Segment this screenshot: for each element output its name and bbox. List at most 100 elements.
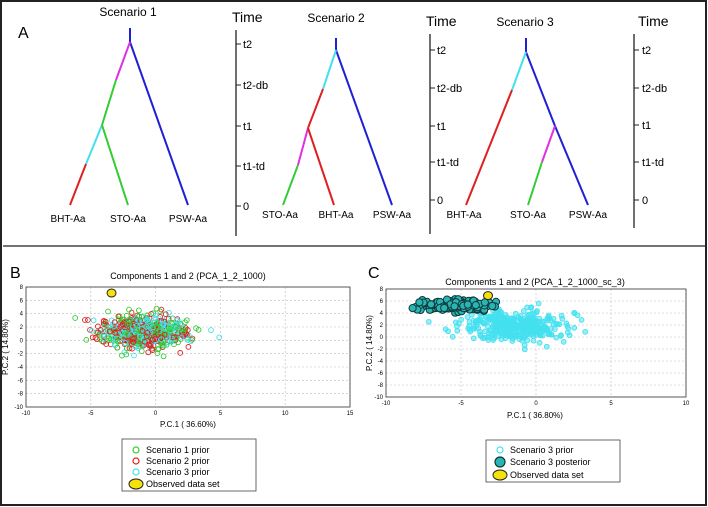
scatter-point (533, 309, 540, 316)
scatter-point (123, 312, 130, 319)
scatter-point (530, 337, 537, 344)
scatter-point (112, 335, 118, 342)
y-tick-label: -8 (18, 392, 24, 398)
scatter-point (160, 342, 166, 349)
scatter-point (154, 320, 161, 327)
x-tick-label: -5 (88, 411, 94, 417)
x-tick-label: -10 (22, 411, 31, 417)
tree-3-branch-sto (527, 161, 543, 206)
time-axis-2-tick-label: t2 (437, 45, 446, 57)
scatter-point (163, 341, 170, 348)
scatter-point (111, 319, 118, 326)
scatter-point (582, 328, 589, 335)
chart-c-legend-marker-1 (496, 446, 504, 454)
scatter-point (143, 317, 150, 324)
scatter-point (160, 321, 167, 327)
scatter-point (535, 300, 542, 307)
tree-1-branch-green-upper (101, 79, 117, 126)
scatter-point (144, 330, 151, 336)
tree-3-branch-psw (554, 125, 589, 206)
x-tick-label: -5 (458, 401, 464, 407)
panel-label-a: A (18, 25, 29, 42)
tree-scenario-1: Scenario 1 BHT-Aa STO-Aa PSW-Aa (50, 5, 207, 225)
y-tick-label: 2 (380, 323, 384, 329)
scatter-point (449, 333, 456, 340)
scatter-point (208, 327, 214, 333)
tree-1-branch-sto (101, 124, 129, 206)
scatter-point (182, 319, 188, 326)
scatter-point (130, 336, 136, 342)
x-tick-label: 10 (683, 401, 690, 407)
chart-b-legend-marker-2 (132, 457, 140, 465)
scatter-point (131, 352, 137, 359)
scatter-point (167, 326, 174, 333)
scatter-point (488, 301, 497, 311)
y-tick-label: -4 (18, 365, 24, 371)
chart-b-legend-text-4: Observed data set (146, 479, 220, 489)
scatter-point (119, 352, 125, 359)
scatter-point (470, 317, 477, 324)
scatter-point (136, 313, 142, 320)
y-tick-label: 8 (380, 287, 384, 293)
scatter-point (154, 350, 161, 356)
scatter-point (565, 325, 572, 332)
scatter-point (153, 323, 160, 330)
scatter-point (450, 302, 459, 311)
scatter-point (440, 303, 449, 313)
chart-b-legend-marker-1 (132, 446, 140, 454)
scatter-point (520, 308, 527, 314)
scatter-point (145, 349, 152, 356)
scatter-point (123, 345, 130, 352)
scatter-point (130, 339, 137, 345)
tree-3-leaf-1: BHT-Aa (446, 210, 481, 221)
y-tick-label: 6 (20, 298, 24, 304)
chart-c-legend-marker-2 (494, 456, 506, 468)
time-axis-2-tick-label: 0 (437, 195, 443, 207)
chart-c-legend-marker-3 (492, 469, 508, 481)
y-tick-label: -6 (18, 378, 24, 384)
scatter-point (173, 317, 180, 324)
scatter-point (514, 324, 521, 330)
time-axis-2-tick-label: t1-td (437, 157, 459, 169)
scatter-point (126, 306, 132, 313)
scatter-point (463, 300, 472, 309)
time-axis-3-tick-label: t2-db (642, 83, 667, 95)
tree-2-branch-psw (335, 49, 393, 206)
chart-c-ylabel: P.C.2 ( 14.80%) (365, 315, 374, 371)
scatter-point (155, 324, 161, 331)
scatter-point (138, 314, 145, 320)
scatter-point (536, 340, 543, 346)
scatter-point (571, 310, 578, 316)
scatter-point (471, 325, 478, 332)
scatter-point (531, 321, 538, 328)
y-tick-label: -2 (18, 352, 24, 358)
scatter-point (136, 307, 142, 314)
scatter-point (72, 315, 79, 321)
x-tick-label: 5 (609, 401, 613, 407)
tree-1-branch-bht (69, 163, 87, 206)
x-tick-label: 0 (534, 401, 538, 407)
scatter-point (477, 331, 484, 338)
chart-c-legend-text-1: Scenario 3 prior (510, 445, 574, 455)
scatter-point (490, 323, 496, 329)
scatter-point (524, 312, 531, 319)
scatter-point (178, 334, 185, 341)
scatter-point (100, 338, 107, 345)
chart-b-legend-text-3: Scenario 3 prior (146, 467, 210, 477)
tree-3-leaf-2: STO-Aa (510, 210, 546, 221)
time-axis-2-title: Time (426, 13, 457, 29)
scatter-point (149, 336, 156, 343)
tree-2-leaf-2: BHT-Aa (318, 210, 353, 221)
time-axis-3-title: Time (638, 13, 669, 29)
scatter-point (425, 318, 432, 325)
x-tick-label: -10 (382, 401, 391, 407)
scatter-point (408, 304, 417, 313)
chart-b-plot-frame (25, 286, 351, 408)
y-tick-label: 6 (380, 299, 384, 305)
chart-b-legend-text-2: Scenario 2 prior (146, 456, 210, 466)
scatter-point (554, 321, 561, 327)
chart-b-ticks: -10 -5 0 5 10 15 8 6 4 2 0 -2 -4 -6 -8 -10 (14, 285, 354, 417)
chart-b-legend-box (121, 438, 257, 492)
scatter-point (115, 331, 122, 337)
tree-1-leaf-1: BHT-Aa (50, 214, 85, 225)
